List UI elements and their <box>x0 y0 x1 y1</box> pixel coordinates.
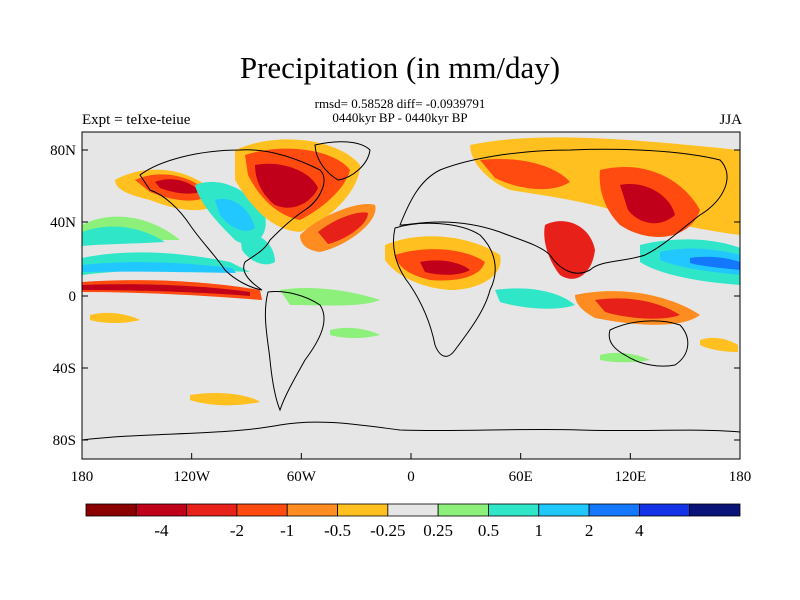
x-tick-label: 0 <box>407 469 415 485</box>
colorbar-swatch <box>437 503 489 517</box>
anomaly-atlantic-cyan <box>240 234 275 265</box>
colorbar-swatch <box>286 503 338 517</box>
anomaly-pacific-north-cyan <box>82 226 165 246</box>
anomaly-west-pacific-wet-3 <box>690 256 740 270</box>
colorbar-swatch <box>689 503 741 517</box>
x-tick-label: 120W <box>173 469 211 485</box>
x-tick-label: 120E <box>614 469 646 485</box>
colorbar-swatch <box>85 503 137 517</box>
x-tick-label: 60W <box>287 469 317 485</box>
colorbar-swatch <box>186 503 238 517</box>
anomaly-east-asia-core <box>620 184 675 224</box>
colorbar-swatch <box>588 503 640 517</box>
anomaly-eurasia-dry-2 <box>480 159 570 190</box>
coastline-north-america <box>139 149 325 291</box>
anomaly-maritime-dry-2 <box>595 298 680 319</box>
experiment-label: Expt = teIxe-teiue <box>82 112 191 128</box>
anomaly-mid-atlantic-dry-2 <box>318 212 368 244</box>
colorbar-label: 0.25 <box>423 521 453 540</box>
stats-text: rmsd= 0.58528 diff= -0.0939791 0440kyr B… <box>0 97 800 125</box>
x-axis-ticks: 180 120W 60W 0 60E 120E 180 <box>71 453 752 485</box>
anomaly-south-pacific-dry <box>90 312 140 324</box>
coastlines <box>82 141 740 441</box>
x-tick-label: 180 <box>729 469 752 485</box>
x-tick-label: 180 <box>71 469 94 485</box>
coastline-africa <box>393 222 496 357</box>
season-label: JJA <box>719 112 742 128</box>
colorbar-label: -0.5 <box>324 521 351 540</box>
colorbar-swatch <box>638 503 691 517</box>
coastline-eurasia <box>399 148 728 274</box>
x-tick-label: 60E <box>509 469 533 485</box>
colorbar-labels: -4 -2 -1 -0.5 -0.25 0.25 0.5 1 2 4 <box>154 521 644 540</box>
anomaly-north-atlantic-dry-3 <box>255 163 318 208</box>
plot-title: Precipitation (in mm/day) <box>239 50 561 85</box>
anomaly-south-indian-wet <box>600 352 650 363</box>
anomaly-south-atlantic-wet <box>330 327 380 339</box>
colorbar-label: -2 <box>230 521 244 540</box>
colorbar-swatch <box>387 503 439 517</box>
colorbar-label: 0.5 <box>478 521 499 540</box>
coastline-south-america <box>264 291 325 412</box>
colorbar-label: -0.25 <box>370 521 405 540</box>
anomaly-atlantic-wet <box>280 288 380 306</box>
anomaly-pacific-dry-band-2 <box>82 284 250 296</box>
colorbar-swatch <box>538 503 590 517</box>
coastline-antarctica <box>82 421 740 441</box>
y-tick-label: 0 <box>69 289 77 305</box>
precipitation-field <box>82 137 740 406</box>
colorbar-swatch <box>337 503 389 517</box>
y-tick-label: 40S <box>53 361 76 377</box>
anomaly-north-america-wet-2 <box>215 199 255 231</box>
anomaly-india-dry <box>544 221 595 279</box>
coastline-greenland <box>314 141 371 181</box>
y-tick-label: 80N <box>50 143 76 159</box>
anomaly-pacific-wet-band-2 <box>82 262 236 273</box>
colorbar-label: -4 <box>154 521 169 540</box>
anomaly-southern-ocean-dry-2 <box>700 337 738 352</box>
colorbar-swatch <box>488 503 540 517</box>
colorbar-label: 1 <box>535 521 544 540</box>
colorbar-label: 2 <box>585 521 594 540</box>
stats-line-2: 0440kyr BP - 0440kyr BP <box>332 110 468 125</box>
y-tick-label: 80S <box>53 433 76 449</box>
colorbar-label: 4 <box>635 521 644 540</box>
coastline-australia <box>608 320 689 367</box>
colorbar-swatch <box>236 503 288 517</box>
colorbar-label: -1 <box>280 521 294 540</box>
colorbar-swatch <box>135 503 188 517</box>
anomaly-north-africa-dry-3 <box>420 260 470 275</box>
anomaly-southern-ocean-dry <box>190 392 260 406</box>
y-axis-ticks: 80N 40N 0 40S 80S <box>50 143 740 449</box>
anomaly-indian-ocean-wet <box>495 288 575 309</box>
anomaly-north-pacific-dry-3 <box>155 179 200 194</box>
y-tick-label: 40N <box>50 215 76 231</box>
stats-line-1: rmsd= 0.58528 diff= -0.0939791 <box>314 96 486 111</box>
colorbar <box>85 503 741 517</box>
